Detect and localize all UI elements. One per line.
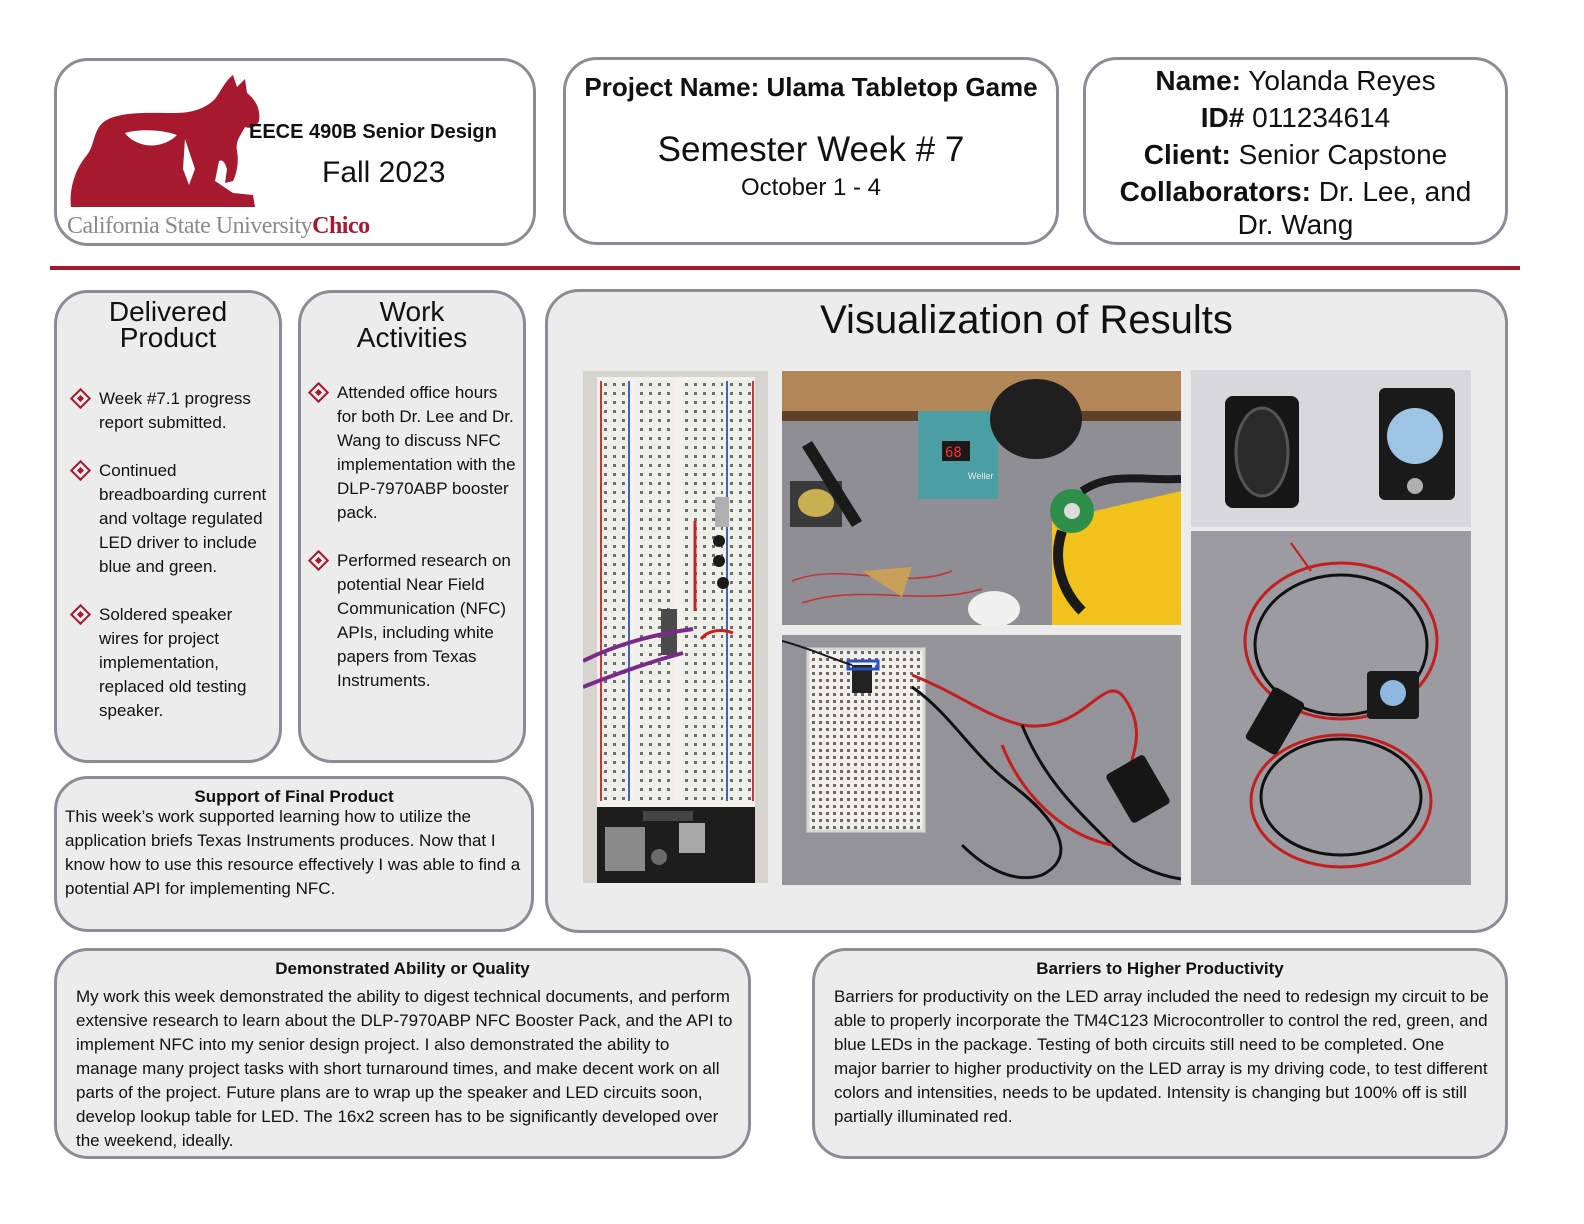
support-title: Support of Final Product [194,787,394,806]
breadboard-photo [583,371,768,883]
ability-body: My work this week demonstrated the abili… [76,987,733,1150]
barriers-title: Barriers to Higher Productivity [1036,959,1284,978]
name-label: Name: [1155,65,1241,96]
delivered-product-card: Delivered Product Week #7.1 progress rep… [54,290,282,763]
id-value: 011234614 [1252,102,1391,133]
list-item: Attended office hours for both Dr. Lee a… [307,381,521,525]
list-item-text: Performed research on potential Near Fie… [337,551,511,690]
list-item: Continued breadboarding current and volt… [69,459,273,579]
breadboard-speaker-image [782,635,1181,885]
work-list: Attended office hours for both Dr. Lee a… [307,381,521,717]
speaker-wires-photo [1191,531,1471,885]
soldering-display-text: 68 [945,445,962,461]
student-info-lines: Name: Yolanda Reyes ID# 011234614 Client… [1086,62,1505,240]
barriers-body: Barriers for productivity on the LED arr… [834,987,1489,1126]
speaker-wires-image [1191,531,1471,885]
delivered-product-title: Delivered Product [57,296,279,353]
project-name: Project Name: Ulama Tabletop Game [584,72,1038,102]
ability-title: Demonstrated Ability or Quality [275,959,530,978]
collaborators-label: Collaborators: [1119,176,1311,207]
demonstrated-ability-card: Demonstrated Ability or Quality My work … [54,948,751,1159]
name-value: Yolanda Reyes [1248,65,1436,96]
soldering-brand-text: Weller [968,471,993,481]
id-line: ID# 011234614 [1086,99,1505,136]
work-title-line-2: Activities [356,322,468,353]
diamond-bullet-icon [69,459,92,482]
collaborators-value: Dr. Lee, and [1318,176,1472,207]
client-value: Senior Capstone [1238,139,1448,170]
client-label: Client: [1143,139,1231,170]
course-header-card: EECE 490B Senior Design Fall 2023 Califo… [54,58,536,246]
support-body: This week’s work supported learning how … [65,807,521,898]
university-name: California State University [67,213,313,239]
list-item: Week #7.1 progress report submitted. [69,387,273,435]
list-item-text: Soldered speaker wires for project imple… [99,605,247,720]
week-label: Semester Week # 7 [657,130,965,169]
diamond-bullet-icon [307,381,330,404]
student-info-card: Name: Yolanda Reyes ID# 011234614 Client… [1083,57,1508,245]
course-title: EECE 490B Senior Design [249,121,497,143]
name-line: Name: Yolanda Reyes [1086,62,1505,99]
delivered-title-line-1: Delivered [108,296,228,327]
visualization-card: Visualization of Results [545,289,1508,933]
diamond-bullet-icon [69,387,92,410]
week-dates: October 1 - 4 [740,174,882,201]
collaborators-line-2: Dr. Wang [1237,209,1354,240]
barriers-card: Barriers to Higher Productivity Barriers… [812,948,1508,1159]
project-card: Project Name: Ulama Tabletop Game Semest… [563,57,1059,245]
support-card: Support of Final Product This week’s wor… [54,776,534,932]
header-divider [50,266,1520,270]
speakers-image [1191,370,1471,527]
breadboard-image [583,371,768,883]
speakers-photo [1191,370,1471,527]
work-activities-card: Work Activities Attended office hours fo… [298,290,526,763]
diamond-bullet-icon [307,549,330,572]
list-item: Soldered speaker wires for project imple… [69,603,273,723]
work-activities-title: Work Activities [301,296,523,353]
wildcat-logo-icon [70,75,260,207]
list-item-text: Continued breadboarding current and volt… [99,461,267,576]
list-item-text: Attended office hours for both Dr. Lee a… [337,383,516,522]
diamond-bullet-icon [69,603,92,626]
visualization-title: Visualization of Results [820,298,1233,342]
soldering-station-image: 68 Weller [782,371,1181,625]
delivered-title-line-2: Product [119,322,217,353]
collaborators-line: Collaborators: Dr. Lee, and [1086,173,1505,210]
course-term: Fall 2023 [322,156,446,189]
university-campus: Chico [312,213,370,239]
id-label: ID# [1200,102,1245,133]
list-item: Performed research on potential Near Fie… [307,549,521,693]
soldering-station-photo: 68 Weller [782,371,1181,625]
list-item-text: Week #7.1 progress report submitted. [99,389,251,432]
breadboard-speaker-photo [782,635,1181,885]
client-line: Client: Senior Capstone [1086,136,1505,173]
university-wordmark: California State UniversityChico [67,213,370,240]
work-title-line-1: Work [379,296,445,327]
delivered-list: Week #7.1 progress report submitted. Con… [69,387,273,747]
